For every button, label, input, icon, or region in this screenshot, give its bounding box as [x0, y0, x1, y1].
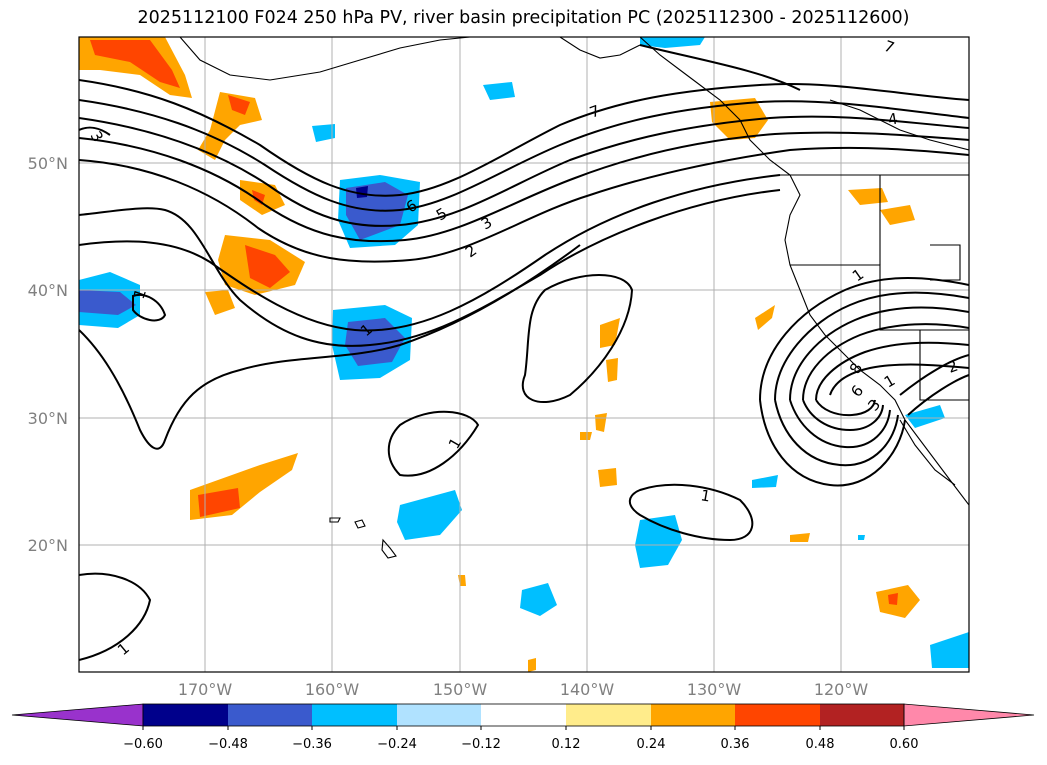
colorbar-tick-label: 0.60	[890, 737, 919, 752]
lon-label: 150°W	[433, 680, 488, 699]
colorbar-extend-left	[11, 703, 144, 727]
pv-contours	[79, 44, 969, 661]
colorbar-tick-label: −0.60	[123, 737, 163, 752]
lon-label: 170°W	[178, 680, 233, 699]
colorbar-segment	[397, 704, 481, 726]
map-frame	[78, 36, 970, 673]
colorbar-tick-label: 0.24	[637, 737, 666, 752]
lat-label: 40°N	[28, 281, 68, 300]
lat-label: 20°N	[28, 536, 68, 555]
lat-label: 50°N	[28, 154, 68, 173]
contour-label: 1	[699, 486, 712, 505]
colorbar-segment	[312, 704, 397, 726]
colorbar-tick-label: −0.48	[208, 737, 248, 752]
colorbar-segment	[820, 704, 904, 726]
lon-label: 160°W	[305, 680, 360, 699]
colorbar-segment	[481, 704, 566, 726]
colorbar-segment	[228, 704, 312, 726]
colorbar-segment	[566, 704, 651, 726]
colorbar-tick-label: 0.36	[721, 737, 750, 752]
gridlines	[79, 37, 969, 672]
longitude-labels: 170°W 160°W 150°W 140°W 130°W 120°W	[178, 680, 869, 699]
precip-shading	[79, 37, 969, 672]
colorbar-tick-label: 0.48	[806, 737, 835, 752]
colorbar-tick-label: −0.36	[292, 737, 332, 752]
latitude-labels: 50°N 40°N 30°N 20°N	[28, 154, 68, 555]
lon-label: 140°W	[560, 680, 615, 699]
contour-label: 4	[887, 110, 900, 129]
colorbar-tick-label: 0.12	[552, 737, 581, 752]
colorbar-segment	[651, 704, 735, 726]
colorbar-segment	[143, 704, 228, 726]
colorbar-tick-label: −0.12	[461, 737, 501, 752]
map-title: 2025112100 F024 250 hPa PV, river basin …	[137, 8, 910, 28]
colorbar-tick-label: −0.24	[377, 737, 417, 752]
colorbar: −0.60 −0.48 −0.36 −0.24 −0.12 0.12 0.24 …	[11, 703, 1035, 752]
lat-label: 30°N	[28, 409, 68, 428]
colorbar-extend-right	[903, 703, 1035, 727]
lon-label: 130°W	[687, 680, 742, 699]
colorbar-segment	[735, 704, 820, 726]
lon-label: 120°W	[814, 680, 869, 699]
